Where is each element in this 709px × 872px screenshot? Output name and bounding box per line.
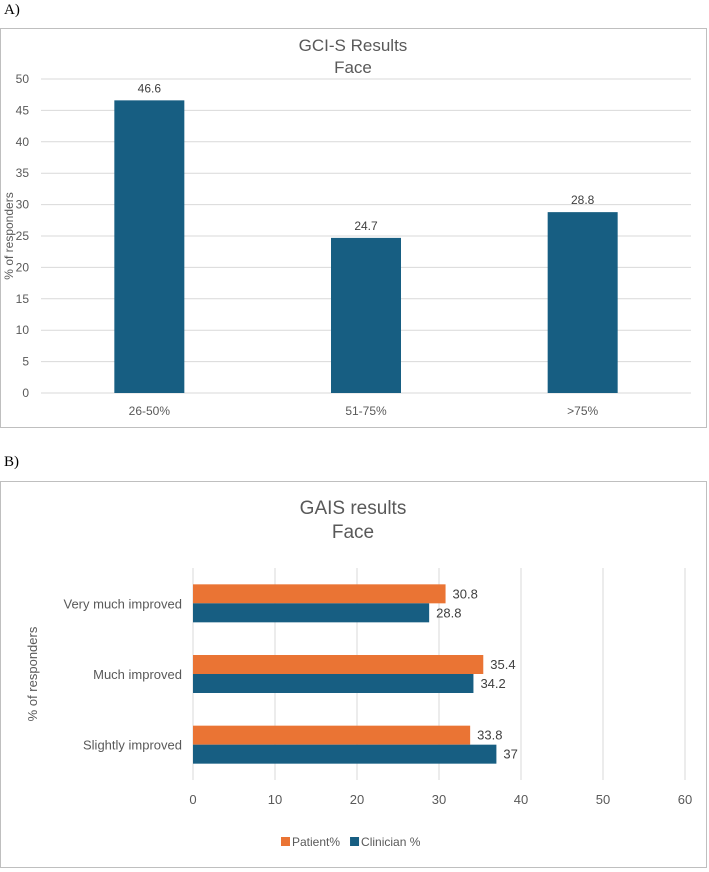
y-tick-label-0: 0 <box>22 386 29 400</box>
chart-title: GAIS results <box>300 498 407 519</box>
legend-label-0: Patient% <box>292 835 340 849</box>
y-axis-label: % of responders <box>2 192 16 279</box>
y-tick-label-6: 30 <box>16 198 30 212</box>
bar-patient-0 <box>193 584 446 604</box>
chart-a-frame: GCI-S Results Face 0 5 10 15 20 25 30 35 40 45 50 % o… <box>0 28 707 428</box>
y-axis-label: % of responders <box>25 626 40 721</box>
bar-clinician-1 <box>193 674 474 693</box>
bar-1 <box>331 237 401 393</box>
y-tick-label-9: 45 <box>16 103 30 117</box>
panel-label-a: A) <box>4 2 20 18</box>
bar-patient-1 <box>193 655 484 674</box>
bar-2 <box>547 212 618 393</box>
data-label-0-1: 35.4 <box>490 657 515 672</box>
chart-subtitle: Face <box>334 58 372 77</box>
x-tick-label-2: 20 <box>350 792 364 807</box>
x-tick-label-0: 26-50% <box>129 404 171 418</box>
legend-label-1: Clinician % <box>361 835 421 849</box>
category-label-0: Very much improved <box>64 596 183 611</box>
data-label-2: 28.8 <box>571 193 595 207</box>
y-tick-label-2: 10 <box>16 323 30 337</box>
y-tick-label-10: 50 <box>16 72 30 86</box>
bar-clinician-2 <box>193 744 497 764</box>
x-tick-label-5: 50 <box>596 792 610 807</box>
data-label-1-0: 28.8 <box>436 605 461 620</box>
x-tick-label-1: 51-75% <box>345 404 387 418</box>
x-tick-label-4: 40 <box>514 792 528 807</box>
chart-title: GCI-S Results <box>299 36 408 55</box>
category-label-1: Much improved <box>93 667 182 682</box>
gais-bar-chart: GAIS results Face 0 10 20 30 40 50 60 % of respon… <box>25 498 692 849</box>
data-label-1: 24.7 <box>354 219 378 233</box>
data-label-0: 46.6 <box>138 81 162 95</box>
bar-0 <box>114 100 185 394</box>
panel-label-b: B) <box>4 454 19 470</box>
gci-s-bar-chart: GCI-S Results Face 0 5 10 15 20 25 30 35 40 45 50 % o… <box>2 36 691 418</box>
legend-swatch-1 <box>350 837 360 846</box>
x-tick-label-0: 0 <box>189 792 196 807</box>
data-label-1-2: 37 <box>503 747 517 762</box>
category-label-2: Slightly improved <box>83 738 182 753</box>
x-tick-label-3: 30 <box>432 792 446 807</box>
y-tick-label-5: 25 <box>16 229 30 243</box>
x-tick-label-2: >75% <box>567 404 598 418</box>
y-tick-label-3: 15 <box>16 292 30 306</box>
chart-subtitle: Face <box>332 522 374 543</box>
data-label-1-1: 34.2 <box>480 676 505 691</box>
chart-b-frame: GAIS results Face 0 10 20 30 40 50 60 % of respon… <box>0 481 707 868</box>
legend-swatch-0 <box>281 837 290 846</box>
data-label-0-0: 30.8 <box>453 586 478 601</box>
y-tick-label-1: 5 <box>22 355 29 369</box>
bar-clinician-0 <box>193 603 430 623</box>
data-label-0-2: 33.8 <box>477 728 502 743</box>
y-tick-label-8: 40 <box>16 135 30 149</box>
x-tick-label-6: 60 <box>678 792 692 807</box>
y-tick-label-4: 20 <box>16 260 30 274</box>
x-tick-label-1: 10 <box>268 792 282 807</box>
y-tick-label-7: 35 <box>16 166 30 180</box>
bar-patient-2 <box>193 725 471 745</box>
